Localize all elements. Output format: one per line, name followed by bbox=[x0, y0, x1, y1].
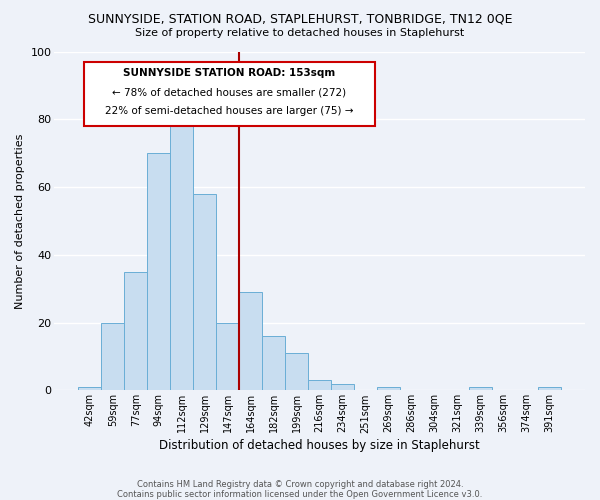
Bar bbox=[148, 153, 170, 390]
Bar bbox=[101, 322, 124, 390]
Bar bbox=[308, 380, 331, 390]
Bar bbox=[216, 322, 239, 390]
FancyBboxPatch shape bbox=[83, 62, 376, 126]
Bar bbox=[79, 387, 101, 390]
Text: Size of property relative to detached houses in Staplehurst: Size of property relative to detached ho… bbox=[136, 28, 464, 38]
Bar bbox=[239, 292, 262, 390]
Text: Contains HM Land Registry data © Crown copyright and database right 2024.: Contains HM Land Registry data © Crown c… bbox=[137, 480, 463, 489]
Bar bbox=[538, 387, 561, 390]
Bar bbox=[124, 272, 148, 390]
Text: SUNNYSIDE, STATION ROAD, STAPLEHURST, TONBRIDGE, TN12 0QE: SUNNYSIDE, STATION ROAD, STAPLEHURST, TO… bbox=[88, 12, 512, 26]
Text: ← 78% of detached houses are smaller (272): ← 78% of detached houses are smaller (27… bbox=[112, 87, 347, 97]
X-axis label: Distribution of detached houses by size in Staplehurst: Distribution of detached houses by size … bbox=[159, 440, 480, 452]
Bar bbox=[193, 194, 216, 390]
Y-axis label: Number of detached properties: Number of detached properties bbox=[15, 134, 25, 308]
Bar bbox=[469, 387, 492, 390]
Bar bbox=[331, 384, 354, 390]
Bar bbox=[170, 106, 193, 391]
Bar bbox=[262, 336, 285, 390]
Text: SUNNYSIDE STATION ROAD: 153sqm: SUNNYSIDE STATION ROAD: 153sqm bbox=[124, 68, 335, 78]
Bar bbox=[377, 387, 400, 390]
Text: 22% of semi-detached houses are larger (75) →: 22% of semi-detached houses are larger (… bbox=[105, 106, 354, 116]
Text: Contains public sector information licensed under the Open Government Licence v3: Contains public sector information licen… bbox=[118, 490, 482, 499]
Bar bbox=[285, 353, 308, 391]
